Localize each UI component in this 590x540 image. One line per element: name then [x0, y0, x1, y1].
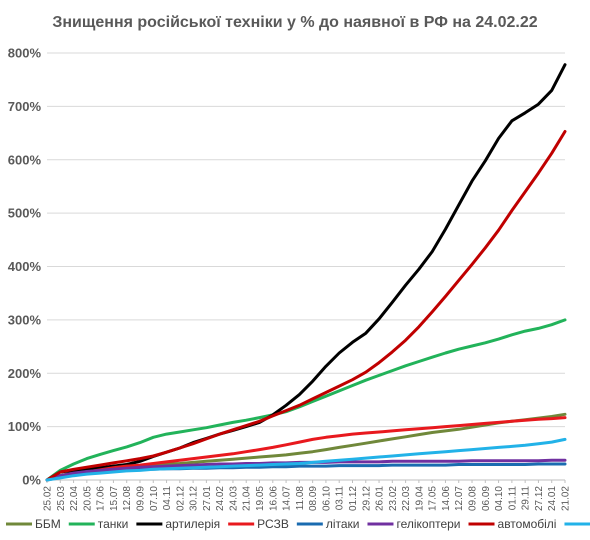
- x-tick-label: 21.04: [242, 486, 253, 511]
- x-tick-label: 24.01: [547, 486, 558, 511]
- y-axis-ticks: 0% 100% 200% 300% 400% 500% 600% 700% 800%: [8, 46, 42, 488]
- legend-label: артилерія: [165, 517, 220, 531]
- x-tick-label: 11.08: [295, 486, 306, 511]
- x-tick-label: 19.04: [414, 486, 425, 511]
- x-tick-label: 19.05: [255, 486, 266, 511]
- y-tick-label: 700%: [8, 99, 42, 114]
- x-tick-label: 06.10: [321, 486, 332, 511]
- series-lines: [45, 63, 567, 482]
- series-line: [45, 437, 567, 482]
- legend-label: ББМ: [35, 517, 61, 531]
- x-tick-label: 24.03: [228, 486, 239, 511]
- x-tick-label: 12.07: [454, 486, 465, 511]
- x-tick-label: 22.04: [69, 486, 80, 511]
- x-tick-label: 09.09: [135, 486, 146, 511]
- x-tick-label: 29.11: [521, 486, 532, 511]
- x-tick-label: 20.05: [82, 486, 93, 511]
- legend-label: танки: [98, 517, 129, 531]
- x-tick-label: 09.08: [468, 486, 479, 511]
- y-tick-label: 800%: [8, 46, 42, 61]
- x-tick-label: 23.02: [388, 486, 399, 511]
- x-tick-label: 16.06: [268, 486, 279, 511]
- series-line: [45, 416, 567, 482]
- x-tick-label: 29.12: [361, 486, 372, 511]
- x-tick-label: 25.03: [56, 486, 67, 511]
- y-tick-label: 400%: [8, 259, 42, 274]
- x-tick-label: 30.12: [189, 486, 200, 511]
- y-tick-label: 600%: [8, 152, 42, 167]
- x-tick-label: 03.11: [335, 486, 346, 511]
- chart-title: Знищення російської техніки у % до наявн…: [52, 14, 537, 31]
- x-tick-label: 25.02: [43, 486, 54, 511]
- x-tick-label: 14.07: [282, 486, 293, 511]
- x-tick-label: 12.08: [122, 486, 133, 511]
- x-tick-label: 21.02: [561, 486, 572, 511]
- x-tick-label: 02.12: [175, 486, 186, 511]
- x-tick-label: 14.06: [441, 486, 452, 511]
- x-tick-label: 01.12: [348, 486, 359, 511]
- x-tick-label: 26.01: [375, 486, 386, 511]
- x-tick-label: 04.10: [494, 486, 505, 511]
- y-tick-label: 300%: [8, 312, 42, 327]
- legend-label: літаки: [326, 517, 360, 531]
- x-tick-label: 08.09: [308, 486, 319, 511]
- x-tick-label: 04.11: [162, 486, 173, 511]
- y-tick-label: 200%: [8, 366, 42, 381]
- x-tick-label: 01.11: [507, 486, 518, 511]
- x-tick-label: 17.05: [428, 486, 439, 511]
- x-tick-label: 27.12: [534, 486, 545, 511]
- x-tick-label: 24.02: [215, 486, 226, 511]
- legend-label: РСЗВ: [257, 517, 289, 531]
- y-tick-label: 0%: [22, 473, 41, 488]
- legend: ББМ танки артилерія РСЗВ літаки гелікоптери ав…: [6, 517, 590, 531]
- x-axis-ticks: 25.02 25.03 22.04 20.05 17.06 15.07 12.08 09.09…: [43, 480, 572, 511]
- x-tick-label: 22.03: [401, 486, 412, 511]
- series-line: [45, 63, 567, 482]
- legend-label: автомобілі: [498, 517, 557, 531]
- legend-label: гелікоптери: [396, 517, 460, 531]
- y-tick-label: 100%: [8, 419, 42, 434]
- x-tick-label: 17.06: [96, 486, 107, 511]
- x-tick-label: 07.10: [149, 486, 160, 511]
- x-tick-label: 15.07: [109, 486, 120, 511]
- x-tick-label: 27.01: [202, 486, 213, 511]
- gridlines: [47, 52, 565, 481]
- series-line: [45, 318, 567, 482]
- y-tick-label: 500%: [8, 206, 42, 221]
- x-tick-label: 06.09: [481, 486, 492, 511]
- series-line: [45, 130, 567, 482]
